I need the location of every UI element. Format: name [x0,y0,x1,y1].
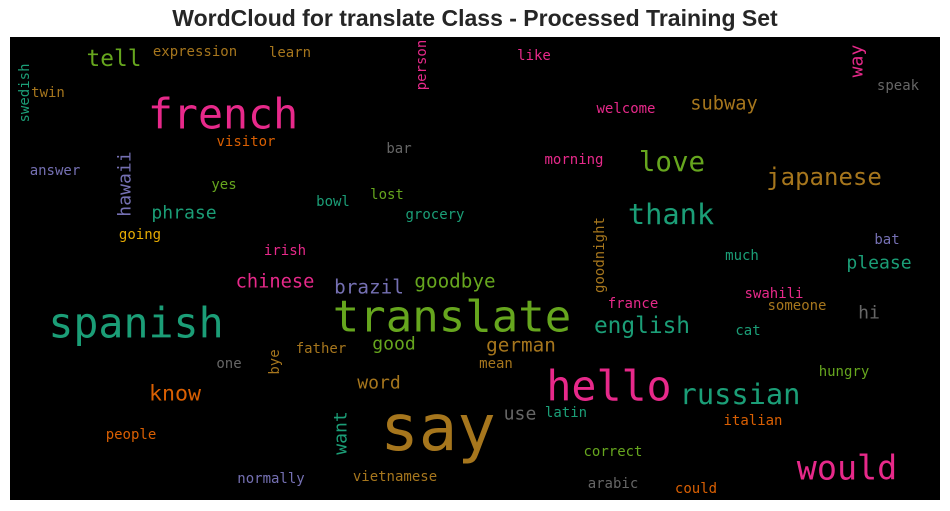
word-word: word [357,373,401,394]
word-english: english [594,313,690,339]
word-chinese: chinese [236,272,315,293]
word-want: want [331,411,352,455]
word-please: please [846,253,911,274]
word-goodbye: goodbye [414,270,495,293]
word-could: could [675,481,717,497]
word-thank: thank [628,197,714,231]
word-japanese: japanese [766,163,882,191]
word-bat: bat [874,232,899,248]
word-mean: mean [479,356,513,372]
word-learn: learn [269,45,311,61]
word-people: people [106,427,157,443]
word-would: would [797,449,898,488]
word-hungry: hungry [819,364,870,380]
word-much: much [725,248,759,264]
word-arabic: arabic [588,476,639,492]
word-say: say [380,392,496,466]
word-bye: bye [267,349,283,374]
word-expression: expression [153,44,237,60]
word-bar: bar [386,141,411,157]
word-lost: lost [370,187,404,203]
word-translate: translate [333,292,571,343]
word-italian: italian [723,413,782,429]
word-cat: cat [735,323,760,339]
word-speak: speak [877,78,920,94]
word-person: person [414,40,430,91]
word-someone: someone [767,298,826,314]
word-correct: correct [583,444,642,460]
word-visitor: visitor [216,134,275,150]
word-goodnight: goodnight [592,217,608,293]
word-vietnamese: vietnamese [353,469,437,485]
word-france: france [608,296,659,312]
word-morning: morning [544,152,603,168]
word-latin: latin [545,405,587,421]
word-going: going [119,227,161,243]
word-know: know [149,382,201,407]
word-russian: russian [680,377,801,411]
word-hi: hi [858,303,880,324]
word-spanish: spanish [48,299,223,348]
word-yes: yes [211,177,236,193]
wordcloud-canvas: say translate french hello spanish would thank… [10,37,940,500]
word-swedish: swedish [17,63,33,122]
word-grocery: grocery [405,207,464,223]
word-twin: twin [31,85,65,101]
word-swahili: swahili [744,286,803,302]
word-german: german [486,334,556,357]
word-one: one [216,356,241,372]
word-like: like [517,48,551,64]
word-use: use [504,404,537,425]
word-normally: normally [237,471,304,487]
word-way: way [847,45,868,78]
word-love: love [639,146,705,178]
word-welcome: welcome [596,101,655,117]
word-subway: subway [690,94,758,115]
word-irish: irish [264,243,306,259]
word-french: french [148,90,298,139]
word-tell: tell [87,46,142,72]
word-answer: answer [30,163,81,179]
word-hawaii: hawaii [115,151,136,216]
word-bowl: bowl [316,194,350,210]
word-father: father [296,341,347,357]
word-hello: hello [546,362,671,411]
word-phrase: phrase [151,203,216,224]
word-brazil: brazil [334,276,404,299]
word-good: good [372,334,416,355]
chart-title: WordCloud for translate Class - Processe… [172,5,778,31]
